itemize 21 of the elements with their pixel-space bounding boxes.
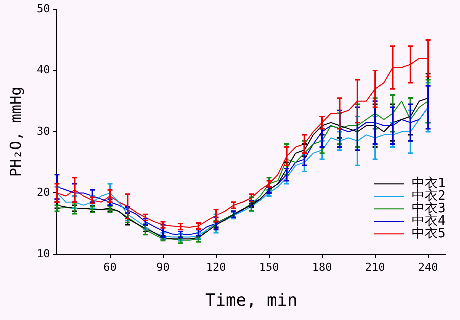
- point: [248, 194, 255, 203]
- y-axis-title: PH₂O, mmHg: [6, 86, 25, 178]
- y-tick-label: 40: [36, 64, 50, 77]
- point: [107, 198, 114, 206]
- x-tick-label: 60: [104, 260, 117, 274]
- point: [266, 180, 273, 188]
- point: [195, 229, 202, 237]
- y-tick-label: 10: [36, 247, 50, 260]
- point: [178, 231, 184, 239]
- x-tick-label: 210: [365, 260, 386, 274]
- x-tick-label: 90: [156, 260, 170, 274]
- x-tick-label: 150: [259, 260, 280, 274]
- point: [195, 222, 202, 230]
- x-axis-title: Time, min: [206, 291, 298, 312]
- point: [142, 218, 149, 226]
- y-tick-label: 50: [36, 2, 50, 16]
- x-tick-label: 180: [312, 260, 332, 274]
- x-tick-label: 120: [206, 260, 226, 274]
- y-tick-label: 20: [36, 186, 50, 200]
- y-tick-label: 30: [36, 124, 50, 138]
- x-tick-label: 240: [418, 260, 438, 274]
